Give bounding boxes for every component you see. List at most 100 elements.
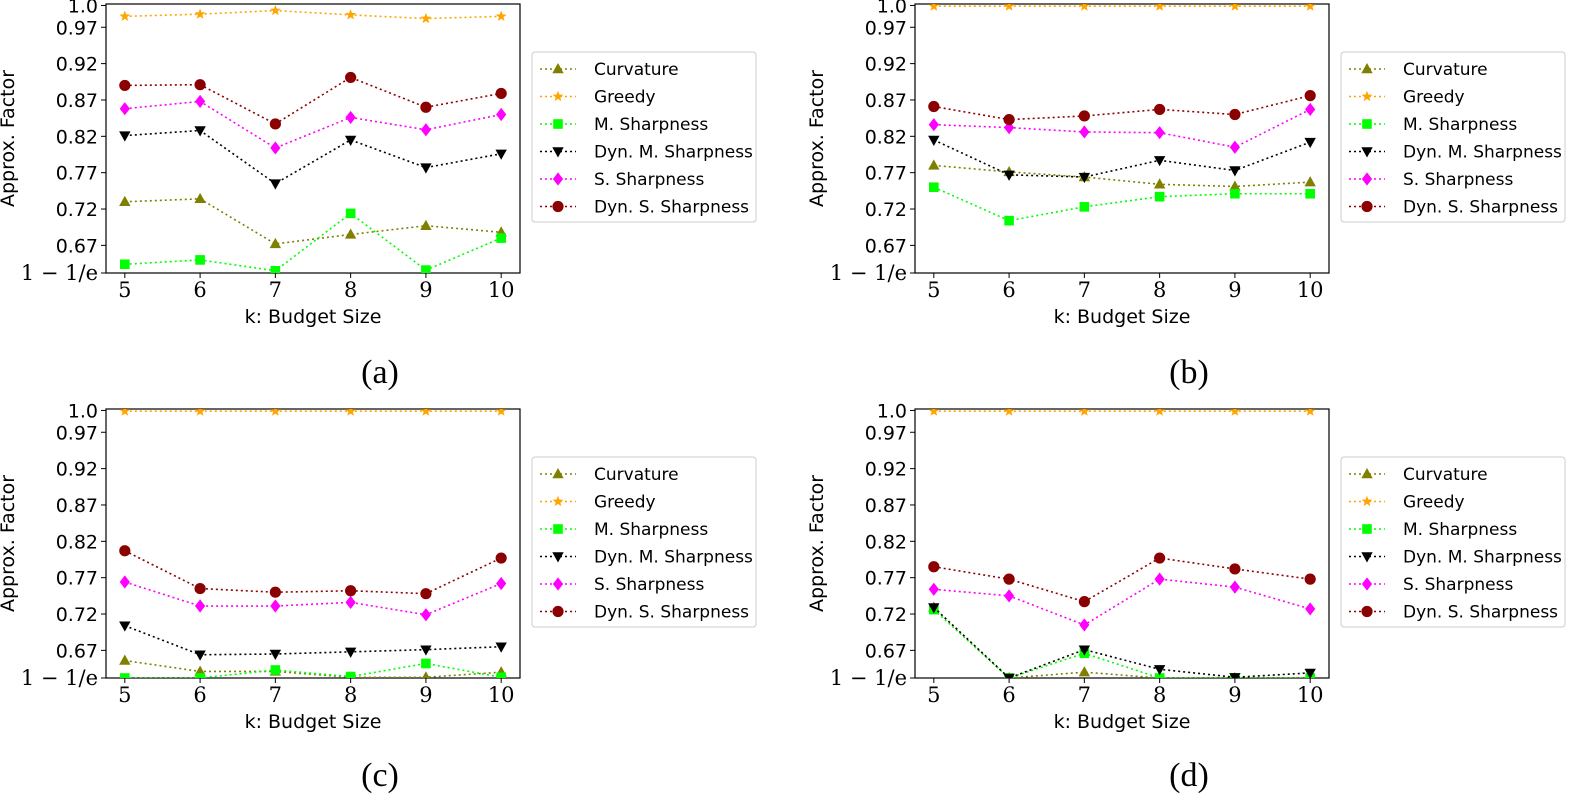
legend-marker-m-sharpness [1362, 524, 1372, 534]
series-line-curvature [124, 659, 502, 678]
data-point-curvature [420, 219, 432, 230]
x-tick-label: 9 [1228, 683, 1241, 707]
y-axis-label: Approx. Factor [806, 475, 828, 612]
data-point-dyn-m-sharpness [1229, 166, 1241, 177]
data-point-s-sharpness [119, 575, 130, 589]
y-tick-label: 0.77 [865, 163, 907, 185]
legend-marker-m-sharpness [1362, 119, 1372, 129]
x-tick-label: 10 [488, 683, 515, 707]
legend-marker-dyn-s-sharpness [1361, 605, 1373, 618]
legend-marker-dyn-s-sharpness [1361, 200, 1373, 213]
series-line-m-sharpness [124, 662, 502, 678]
data-point-greedy [194, 8, 206, 19]
plot-frame [105, 3, 521, 274]
data-point-curvature [119, 654, 131, 665]
data-point-dyn-m-sharpness [495, 149, 507, 160]
data-point-dyn-m-sharpness [1229, 673, 1241, 678]
y-tick-label: 0.77 [865, 568, 907, 590]
data-point-dyn-s-sharpness [1229, 108, 1241, 121]
legend-marker-curvature [1361, 468, 1373, 479]
data-point-s-sharpness [1079, 618, 1090, 632]
x-tick-label: 10 [488, 278, 515, 302]
data-point-s-sharpness [1154, 572, 1165, 586]
series-line-dyn-s-sharpness [933, 557, 1311, 603]
x-tick-label: 8 [1153, 278, 1166, 302]
data-point-dyn-m-sharpness [1003, 170, 1015, 181]
data-point-dyn-s-sharpness [420, 101, 432, 113]
y-tick-label: 0.72 [56, 199, 98, 221]
legend-label-s-sharpness: S. Sharpness [594, 575, 704, 595]
series-line-dyn-m-sharpness [124, 129, 502, 185]
series-line-s-sharpness [124, 100, 502, 149]
series-line-m-sharpness [933, 186, 1311, 222]
legend-marker-dyn-m-sharpness [552, 552, 564, 563]
data-point-s-sharpness [496, 576, 507, 591]
data-point-s-sharpness [420, 608, 432, 622]
data-point-s-sharpness [194, 599, 206, 613]
data-point-m-sharpness [496, 672, 506, 678]
legend-label-dyn-s-sharpness: Dyn. S. Sharpness [1403, 603, 1558, 623]
legend-label-m-sharpness: M. Sharpness [594, 520, 708, 540]
series-line-dyn-m-sharpness [933, 139, 1311, 178]
plot-frame [914, 408, 1330, 679]
data-point-dyn-s-sharpness [1304, 573, 1316, 585]
data-point-dyn-s-sharpness [1154, 103, 1166, 116]
y-tick-label: 1 − 1/e [830, 261, 907, 285]
legend-marker-dyn-m-sharpness [552, 147, 564, 158]
x-tick-label: 5 [927, 683, 940, 707]
y-tick-label: 0.67 [865, 235, 907, 257]
x-tick-label: 5 [927, 278, 940, 302]
y-axis-label: Approx. Factor [0, 70, 19, 207]
legend-marker-greedy [1361, 90, 1373, 102]
series-line-dyn-m-sharpness [124, 624, 502, 656]
data-point-dyn-m-sharpness [269, 649, 282, 661]
x-tick-label: 7 [1078, 278, 1091, 302]
data-point-s-sharpness [119, 102, 130, 116]
legend-marker-greedy [552, 495, 564, 507]
series-line-s-sharpness [124, 581, 502, 616]
x-tick-label: 7 [1078, 683, 1091, 707]
y-tick-label: 0.92 [865, 54, 907, 76]
data-point-m-sharpness [270, 665, 281, 675]
legend-label-greedy: Greedy [594, 493, 656, 513]
data-point-s-sharpness [928, 582, 939, 596]
series-line-s-sharpness [933, 578, 1311, 626]
y-tick-label: 0.67 [56, 640, 98, 662]
data-point-curvature [344, 228, 357, 239]
data-point-dyn-m-sharpness [928, 135, 940, 146]
series-line-dyn-s-sharpness [124, 76, 502, 125]
series-line-s-sharpness [933, 108, 1311, 149]
data-point-s-sharpness [1079, 125, 1090, 139]
data-point-m-sharpness [1004, 215, 1014, 226]
data-point-greedy [495, 10, 507, 21]
y-tick-label: 1 − 1/e [830, 666, 907, 690]
data-point-dyn-m-sharpness [194, 126, 206, 137]
data-point-m-sharpness [195, 255, 205, 265]
x-axis-label: k: Budget Size [1054, 306, 1191, 328]
legend-label-curvature: Curvature [594, 465, 679, 485]
y-tick-label: 1 − 1/e [21, 666, 98, 690]
data-point-dyn-s-sharpness [119, 79, 131, 92]
legend-marker-s-sharpness [1361, 172, 1373, 186]
legend-marker-curvature [552, 63, 564, 74]
legend-label-greedy: Greedy [1403, 88, 1465, 108]
x-tick-label: 5 [118, 683, 131, 707]
data-point-greedy [345, 9, 357, 20]
x-tick-label: 6 [1002, 278, 1015, 302]
data-point-m-sharpness [345, 208, 356, 219]
data-point-greedy [928, 4, 940, 11]
series-line-curvature [124, 198, 502, 245]
data-point-greedy [1304, 409, 1316, 416]
data-point-s-sharpness [928, 118, 939, 132]
data-point-greedy [1003, 4, 1015, 11]
x-tick-label: 7 [269, 278, 282, 302]
y-tick-label: 0.97 [56, 422, 98, 444]
data-point-s-sharpness [194, 94, 206, 109]
legend-box [1340, 51, 1566, 223]
legend-label-dyn-m-sharpness: Dyn. M. Sharpness [594, 548, 753, 568]
chart-panel-1: 1 − 1/e 0.67 0.72 0.77 0.82 0.87 0.92 0.971.0 5 6… [0, 0, 757, 391]
legend-label-curvature: Curvature [1403, 60, 1488, 80]
x-axis-label: k: Budget Size [245, 306, 382, 328]
legend-box [531, 456, 757, 628]
y-tick-label: 1.0 [68, 400, 98, 422]
